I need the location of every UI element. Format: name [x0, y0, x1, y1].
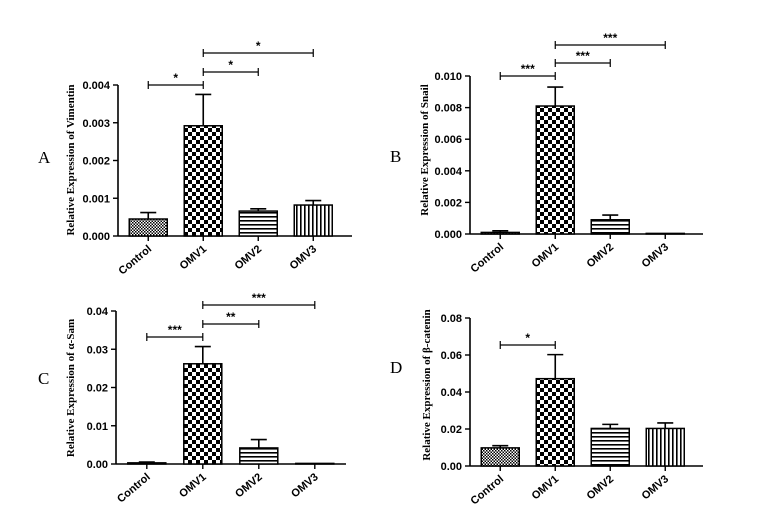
x-tick-label: Control: [117, 243, 155, 277]
x-tick-label: OMV2: [233, 471, 265, 500]
bar-omv1: [183, 125, 223, 237]
x-tick-label: OMV3: [289, 471, 321, 500]
significance-label: *: [228, 58, 233, 72]
significance-label: ***: [521, 62, 535, 76]
y-axis-label: Relative Expression of α-Sam: [65, 319, 77, 457]
panel-letter: B: [390, 147, 401, 166]
x-tick-label: Control: [469, 473, 507, 507]
y-tick-label: 0.003: [82, 118, 110, 130]
x-tick-label: OMV1: [178, 243, 210, 272]
bar-control: [480, 231, 520, 235]
x-tick-label: OMV3: [640, 473, 672, 502]
y-axis-label: Relative Expression of β-catenin: [421, 309, 433, 460]
x-tick-label: OMV2: [585, 473, 617, 502]
y-tick-label: 0.002: [434, 197, 462, 209]
significance-label: ***: [576, 49, 590, 63]
y-tick-label: 0.010: [434, 71, 462, 83]
y-tick-label: 0.001: [82, 193, 110, 205]
panel-b: B Relative Expression of Snail 0.000 0.002 0…: [390, 31, 703, 275]
y-tick-label: 0.00: [87, 459, 108, 471]
significance-label: ***: [603, 31, 617, 45]
x-tick-label: OMV3: [640, 241, 672, 270]
panel-c: C Relative Expression of α-Sam 0.00 0.01 0.0…: [38, 291, 346, 505]
significance-label: *: [173, 71, 178, 85]
y-tick-label: 0.08: [441, 313, 462, 325]
bar-omv2: [590, 427, 630, 467]
panel-letter: D: [390, 358, 402, 377]
x-tick-label: Control: [469, 241, 507, 275]
bar-omv3: [645, 232, 685, 235]
significance-label: ***: [168, 323, 182, 337]
significance-label: ***: [252, 291, 266, 305]
bar-omv1: [535, 105, 575, 235]
bar-omv2: [239, 447, 279, 465]
y-tick-label: 0.000: [434, 229, 462, 241]
bar-omv1: [535, 377, 575, 467]
y-tick-label: 0.04: [87, 306, 109, 318]
significance-label: *: [525, 331, 530, 345]
y-tick-label: 0.06: [441, 350, 462, 362]
bar-control: [480, 447, 520, 467]
bar-omv3: [293, 204, 333, 237]
x-tick-label: OMV1: [530, 241, 562, 270]
y-tick-label: 0.008: [434, 103, 462, 115]
y-axis-label: Relative Expression of Vimentin: [65, 84, 77, 235]
y-axis-label: Relative Expression of Snail: [419, 84, 431, 216]
panel-a: A Relative Expression of Vimentin 0.000 0.0…: [38, 39, 352, 277]
bar-omv3: [645, 427, 685, 467]
x-tick-label: OMV1: [530, 473, 562, 502]
x-tick-label: OMV1: [177, 471, 209, 500]
panel-letter: C: [38, 369, 49, 388]
x-tick-label: OMV2: [233, 243, 265, 272]
y-tick-label: 0.004: [82, 80, 110, 92]
y-tick-label: 0.00: [441, 461, 462, 473]
significance-label: *: [256, 39, 261, 53]
y-tick-label: 0.002: [82, 156, 110, 168]
bar-control: [128, 218, 168, 237]
y-tick-label: 0.000: [82, 231, 110, 243]
bar-omv2: [238, 210, 278, 237]
y-tick-label: 0.04: [441, 387, 463, 399]
bar-omv3: [295, 462, 335, 465]
y-tick-label: 0.01: [87, 421, 108, 433]
y-tick-label: 0.02: [87, 383, 108, 395]
bar-control: [127, 462, 167, 465]
bar-omv2: [590, 219, 630, 235]
y-tick-label: 0.03: [87, 344, 108, 356]
x-tick-label: OMV3: [288, 243, 320, 272]
x-tick-label: Control: [115, 471, 153, 505]
bar-omv1: [183, 363, 223, 465]
y-tick-label: 0.006: [434, 134, 462, 146]
panel-d: D Relative Expression of β-catenin 0.00 0.0…: [390, 309, 703, 507]
significance-label: **: [226, 310, 236, 324]
y-tick-label: 0.004: [434, 166, 462, 178]
panel-letter: A: [38, 148, 51, 167]
y-tick-label: 0.02: [441, 424, 462, 436]
x-tick-label: OMV2: [585, 241, 617, 270]
